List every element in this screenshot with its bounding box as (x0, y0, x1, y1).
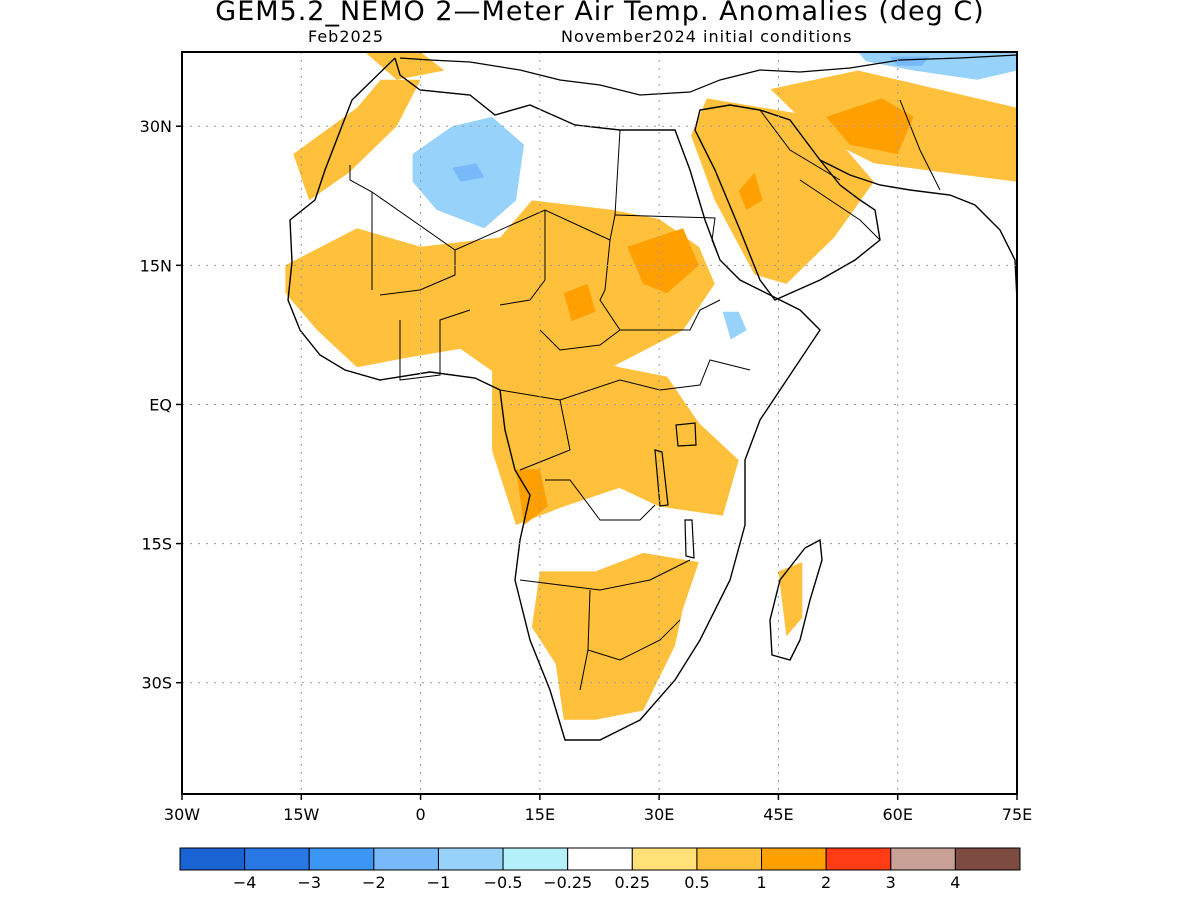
axis-ticks: 30N 15N EQ 15S 30S 30W 15W 0 15E 30E 45E 60E 75E (140, 117, 1033, 824)
forecast-month: Feb2025 (308, 27, 385, 46)
anomaly-region (516, 469, 548, 525)
colorbar-swatch (373, 847, 439, 871)
lat-tick-label: EQ (149, 395, 172, 414)
anomaly-region (563, 283, 596, 321)
lake-tanganyika (654, 449, 669, 507)
plot-frame (181, 51, 1018, 795)
africa-coastline (287, 57, 821, 741)
colorbar-label: −1 (427, 873, 451, 892)
lon-tick-label: 0 (415, 805, 425, 824)
colorbar-label: 1 (756, 873, 766, 892)
lon-tick-label: 60E (882, 805, 912, 824)
lon-tick-label: 15E (525, 805, 555, 824)
country-borders (349, 99, 941, 691)
colorbar-swatch (308, 847, 375, 871)
asia-coastline (819, 159, 1017, 301)
lon-tick-label: 30W (164, 805, 200, 824)
lon-tick-label: 75E (1002, 805, 1032, 824)
anomaly-region (452, 163, 485, 182)
colorbar-label: −3 (297, 873, 321, 892)
europe-coastline (399, 54, 1017, 96)
colorbar-label: 4 (950, 873, 960, 892)
anomaly-region (531, 552, 699, 720)
colorbar-label: 2 (821, 873, 831, 892)
lake-victoria (675, 422, 697, 447)
colorbar-swatch (631, 847, 698, 871)
colorbar-swatch (567, 847, 633, 871)
madagascar-coastline (769, 538, 823, 661)
colorbar-swatch (890, 847, 956, 871)
anomaly-region (285, 200, 715, 386)
colorbar-swatch (502, 847, 569, 871)
anomaly-region (492, 348, 739, 525)
anomaly-region (722, 311, 747, 340)
colorbar-swatch (825, 847, 892, 871)
colorbar-label: 0.5 (684, 873, 709, 892)
colorbar: −4 −3 −2 −1 −0.5 −0.25 0.25 0.5 1 2 3 4 (179, 847, 1021, 892)
colorbar-label: −4 (233, 873, 257, 892)
lon-tick-label: 15W (283, 805, 319, 824)
anomaly-region (364, 52, 445, 80)
graticule (181, 52, 1018, 794)
colorbar-swatch (954, 847, 1021, 871)
colorbar-label: −0.25 (543, 873, 592, 892)
anomaly-region (826, 98, 914, 154)
anomaly-shading (285, 52, 1017, 720)
map-title: GEM5.2_NEMO 2—Meter Air Temp. Anomalies … (215, 0, 985, 27)
colorbar-swatch (437, 847, 504, 871)
lat-tick-label: 30N (140, 117, 172, 136)
lake-malawi (684, 519, 695, 559)
coastlines (287, 54, 1017, 741)
initial-conditions-label: November2024 initial conditions (561, 27, 853, 46)
lat-tick-label: 30S (141, 674, 172, 693)
lon-tick-label: 30E (644, 805, 674, 824)
anomaly-region (293, 79, 421, 201)
colorbar-swatch (244, 847, 310, 871)
colorbar-label: −2 (362, 873, 386, 892)
lat-tick-label: 15N (140, 256, 172, 275)
anomaly-region (691, 98, 874, 284)
colorbar-swatch (761, 847, 827, 871)
arabia-coastline (694, 104, 881, 301)
colorbar-label: 3 (886, 873, 896, 892)
lat-tick-label: 15S (141, 535, 172, 554)
colorbar-label: 0.25 (614, 873, 650, 892)
colorbar-swatch (179, 847, 246, 871)
colorbar-label: −0.5 (484, 873, 523, 892)
lon-tick-label: 45E (763, 805, 793, 824)
colorbar-swatch (696, 847, 763, 871)
anomaly-region (738, 172, 763, 210)
anomaly-region (778, 562, 803, 637)
anomaly-region (627, 228, 699, 294)
